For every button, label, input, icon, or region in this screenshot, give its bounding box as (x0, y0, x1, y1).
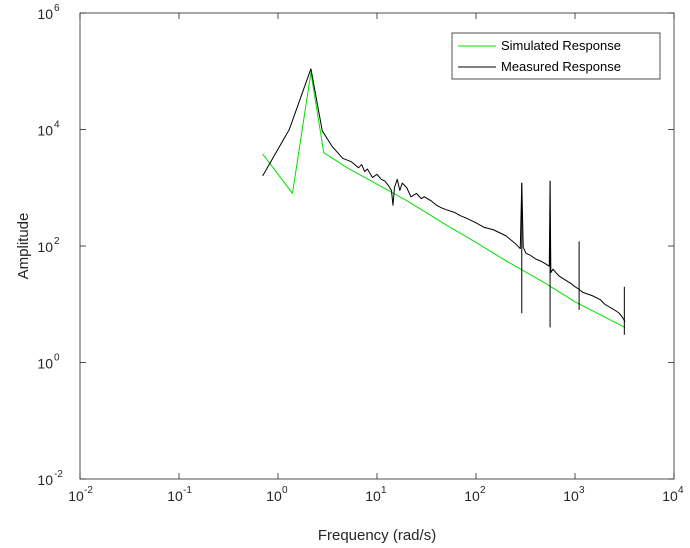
y-tick-exponent: 0 (54, 353, 60, 364)
y-axis-label: Amplitude (15, 213, 32, 280)
series-line-measured (262, 68, 626, 323)
legend-label-simulated: Simulated Response (501, 38, 621, 53)
x-tick-exponent: 0 (282, 485, 288, 496)
plot-lines (262, 68, 626, 335)
y-tick-exponent: 4 (54, 120, 60, 131)
x-tick-label: 10 (563, 488, 579, 504)
x-axis-ticks: 10 -2 10 -1 10 0 10 1 10 2 10 3 10 4 (68, 13, 684, 504)
y-tick-exponent: 6 (54, 3, 60, 14)
y-tick-label: 10 (37, 472, 53, 488)
y-tick-label: 10 (37, 6, 53, 22)
y-tick-exponent: -2 (54, 469, 63, 480)
legend: Simulated Response Measured Response (451, 32, 661, 80)
legend-box (451, 32, 661, 80)
x-tick-label: 10 (464, 488, 480, 504)
legend-label-measured: Measured Response (501, 59, 621, 74)
y-tick-label: 10 (37, 239, 53, 255)
series-line-simulated (262, 72, 626, 328)
x-tick-exponent: -2 (84, 485, 93, 496)
x-tick-exponent: 4 (678, 485, 684, 496)
x-tick-label: 10 (365, 488, 381, 504)
x-tick-label: 10 (266, 488, 282, 504)
plot-area (80, 13, 674, 479)
x-tick-exponent: 1 (381, 485, 387, 496)
y-tick-label: 10 (37, 356, 53, 372)
x-axis-label: Frequency (rad/s) (318, 527, 436, 544)
x-tick-exponent: 3 (579, 485, 585, 496)
x-tick-label: 10 (662, 488, 678, 504)
x-tick-label: 10 (68, 488, 84, 504)
y-tick-exponent: 2 (54, 236, 60, 247)
x-tick-exponent: 2 (480, 485, 486, 496)
y-tick-label: 10 (37, 123, 53, 139)
x-tick-label: 10 (167, 488, 183, 504)
x-tick-exponent: -1 (183, 485, 192, 496)
